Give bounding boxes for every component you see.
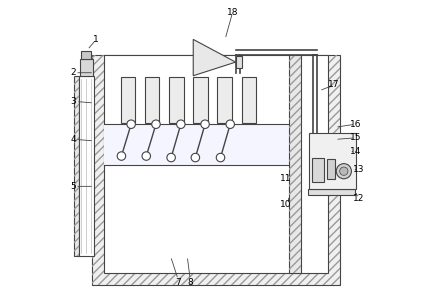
Bar	[120, 77, 135, 123]
Bar	[145, 77, 159, 123]
Text: 7: 7	[175, 278, 181, 287]
Circle shape	[340, 167, 348, 175]
Bar	[74, 76, 79, 256]
Text: 13: 13	[353, 165, 364, 174]
Bar	[218, 77, 232, 123]
Circle shape	[226, 120, 234, 128]
Text: 1: 1	[93, 35, 99, 44]
Bar	[79, 76, 94, 256]
Circle shape	[216, 153, 225, 162]
Text: 17: 17	[328, 80, 340, 89]
Text: 3: 3	[70, 97, 76, 106]
Bar	[236, 56, 242, 68]
Circle shape	[142, 152, 151, 160]
Circle shape	[167, 153, 175, 162]
Bar	[104, 55, 328, 273]
Circle shape	[117, 152, 126, 160]
Bar	[92, 55, 340, 285]
Text: 11: 11	[280, 174, 291, 183]
Text: 4: 4	[70, 135, 76, 144]
Bar	[327, 159, 335, 179]
Circle shape	[336, 164, 351, 179]
Bar	[193, 77, 208, 123]
Polygon shape	[193, 39, 236, 76]
Bar	[104, 124, 289, 165]
Bar	[80, 59, 93, 76]
Bar	[289, 55, 301, 273]
Circle shape	[127, 120, 135, 128]
Bar	[312, 158, 325, 182]
Text: 18: 18	[227, 8, 238, 17]
Text: 15: 15	[350, 133, 361, 142]
Bar	[74, 76, 79, 256]
Bar	[289, 55, 301, 273]
Text: 5: 5	[70, 182, 76, 191]
Text: 12: 12	[353, 194, 364, 203]
Bar	[81, 51, 91, 59]
Text: 10: 10	[280, 200, 291, 209]
Circle shape	[152, 120, 160, 128]
Circle shape	[177, 120, 185, 128]
Bar	[309, 133, 356, 189]
Text: 16: 16	[350, 120, 361, 129]
Bar	[169, 77, 184, 123]
Text: 14: 14	[350, 147, 361, 156]
Bar	[92, 55, 340, 285]
Circle shape	[191, 153, 200, 162]
Bar	[242, 77, 256, 123]
Text: 2: 2	[70, 68, 76, 77]
Circle shape	[201, 120, 209, 128]
Bar	[308, 189, 355, 195]
Text: 8: 8	[187, 278, 193, 287]
